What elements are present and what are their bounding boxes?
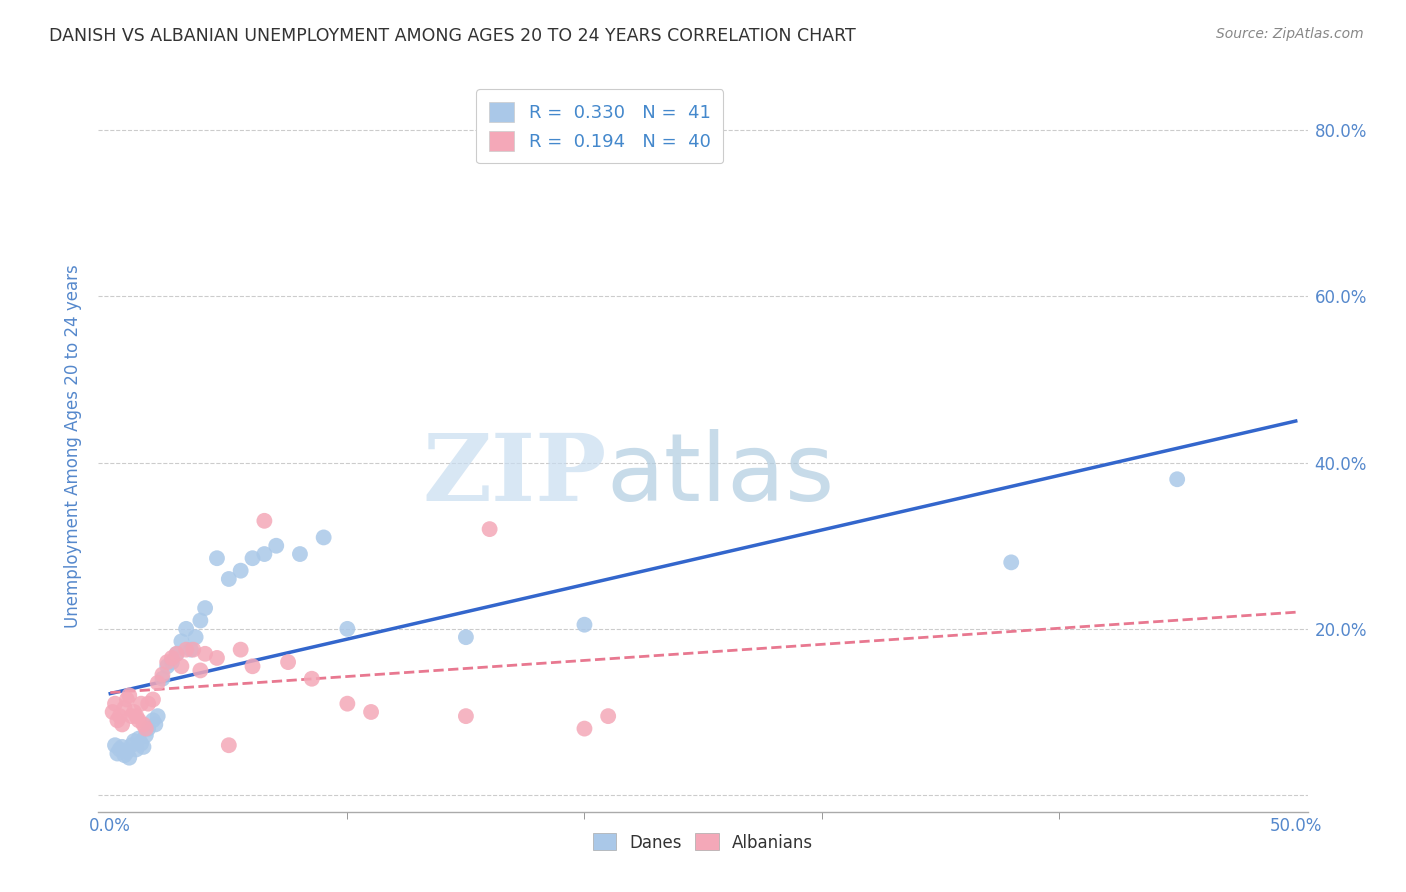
Point [142, 714, 165, 728]
Point [574, 722, 596, 736]
Point [288, 547, 311, 561]
Text: atlas: atlas [606, 429, 835, 521]
Point [132, 739, 155, 754]
Point [104, 697, 127, 711]
Point [101, 705, 124, 719]
Point [301, 672, 323, 686]
Point [242, 659, 264, 673]
Point [136, 697, 159, 711]
Point [170, 659, 193, 673]
Point [181, 642, 204, 657]
Point [156, 655, 179, 669]
Point [194, 647, 217, 661]
Point [136, 722, 159, 736]
Point [184, 630, 207, 644]
Point [156, 659, 179, 673]
Point [229, 564, 252, 578]
Point [336, 697, 359, 711]
Point [170, 634, 193, 648]
Point [152, 672, 174, 686]
Point [146, 709, 169, 723]
Point [121, 709, 143, 723]
Point [104, 738, 127, 752]
Point [118, 689, 141, 703]
Point [142, 692, 165, 706]
Point [146, 676, 169, 690]
Point [190, 614, 212, 628]
Text: Source: ZipAtlas.com: Source: ZipAtlas.com [1216, 27, 1364, 41]
Point [114, 701, 136, 715]
Point [264, 539, 287, 553]
Point [190, 664, 212, 678]
Point [174, 642, 197, 657]
Point [205, 551, 228, 566]
Point [160, 651, 183, 665]
Point [108, 742, 131, 756]
Point [1166, 472, 1188, 486]
Point [128, 714, 150, 728]
Point [129, 697, 152, 711]
Y-axis label: Unemployment Among Ages 20 to 24 years: Unemployment Among Ages 20 to 24 years [65, 264, 83, 628]
Point [277, 655, 299, 669]
Text: ZIP: ZIP [422, 430, 606, 520]
Point [129, 737, 152, 751]
Point [115, 745, 138, 759]
Point [205, 651, 228, 665]
Point [253, 547, 276, 561]
Point [336, 622, 359, 636]
Point [143, 717, 166, 731]
Point [115, 692, 138, 706]
Text: DANISH VS ALBANIAN UNEMPLOYMENT AMONG AGES 20 TO 24 YEARS CORRELATION CHART: DANISH VS ALBANIAN UNEMPLOYMENT AMONG AG… [49, 27, 856, 45]
Point [135, 722, 157, 736]
Point [108, 709, 131, 723]
Point [180, 642, 202, 657]
Point [574, 617, 596, 632]
Point [218, 738, 240, 752]
Point [166, 647, 188, 661]
Point [166, 647, 188, 661]
Point [253, 514, 276, 528]
Point [152, 667, 174, 681]
Point [121, 738, 143, 752]
Point [125, 709, 148, 723]
Point [478, 522, 501, 536]
Point [128, 731, 150, 746]
Point [194, 601, 217, 615]
Point [598, 709, 620, 723]
Point [122, 705, 145, 719]
Point [118, 750, 141, 764]
Point [360, 705, 382, 719]
Point [218, 572, 240, 586]
Point [242, 551, 264, 566]
Point [105, 714, 128, 728]
Point [1000, 555, 1022, 569]
Point [105, 747, 128, 761]
Point [114, 748, 136, 763]
Point [125, 742, 148, 756]
Point [229, 642, 252, 657]
Legend: Danes, Albanians: Danes, Albanians [586, 827, 820, 858]
Point [160, 655, 183, 669]
Point [312, 530, 335, 544]
Point [132, 717, 155, 731]
Point [135, 728, 157, 742]
Point [454, 630, 477, 644]
Point [122, 734, 145, 748]
Point [174, 622, 197, 636]
Point [111, 717, 134, 731]
Point [454, 709, 477, 723]
Point [111, 739, 134, 754]
